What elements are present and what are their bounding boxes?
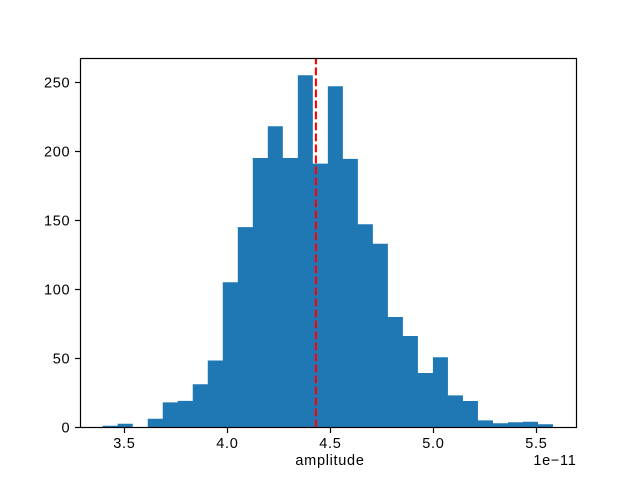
- svg-text:3.5: 3.5: [113, 436, 135, 452]
- svg-text:150: 150: [44, 213, 70, 229]
- svg-text:5.0: 5.0: [422, 436, 444, 452]
- svg-text:4.0: 4.0: [216, 436, 238, 452]
- svg-text:250: 250: [44, 75, 70, 91]
- svg-text:0: 0: [62, 420, 71, 436]
- svg-text:amplitude: amplitude: [295, 453, 364, 469]
- svg-text:5.5: 5.5: [525, 436, 547, 452]
- svg-text:100: 100: [44, 282, 70, 298]
- svg-text:4.5: 4.5: [319, 436, 341, 452]
- svg-text:1e−11: 1e−11: [533, 453, 576, 469]
- svg-text:50: 50: [53, 351, 71, 367]
- svg-text:200: 200: [44, 144, 70, 160]
